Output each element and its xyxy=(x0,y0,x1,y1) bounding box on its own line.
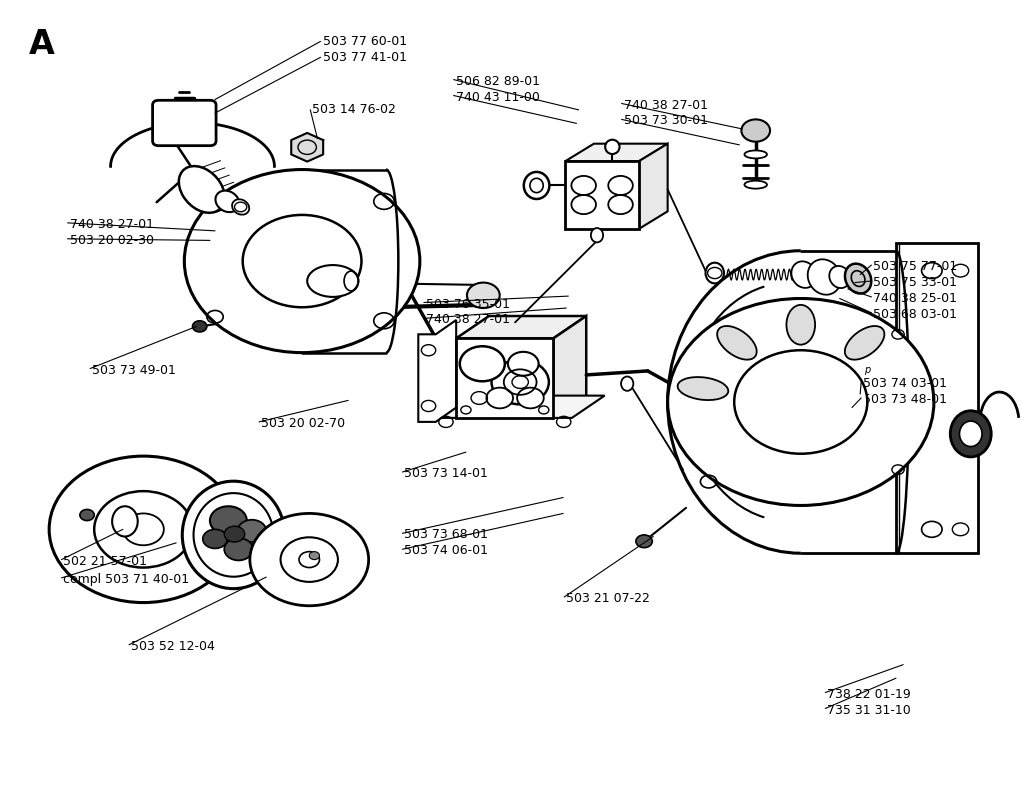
Ellipse shape xyxy=(706,263,724,283)
Polygon shape xyxy=(438,396,604,418)
Circle shape xyxy=(460,346,505,381)
Text: 503 73 30-01: 503 73 30-01 xyxy=(624,115,708,127)
Text: 503 73 48-01: 503 73 48-01 xyxy=(863,393,947,406)
Ellipse shape xyxy=(808,259,841,295)
Text: 740 38 27-01: 740 38 27-01 xyxy=(426,314,510,326)
Text: 503 20 02-30: 503 20 02-30 xyxy=(70,234,154,247)
Text: A: A xyxy=(29,28,54,60)
Text: 506 82 89-01: 506 82 89-01 xyxy=(456,75,540,88)
Text: 503 75 77-01: 503 75 77-01 xyxy=(873,260,957,273)
Ellipse shape xyxy=(179,166,224,213)
Ellipse shape xyxy=(232,199,249,215)
Circle shape xyxy=(467,283,500,308)
Circle shape xyxy=(508,352,539,376)
Ellipse shape xyxy=(717,326,757,360)
Ellipse shape xyxy=(792,261,816,288)
Ellipse shape xyxy=(605,140,620,154)
Circle shape xyxy=(94,491,193,568)
FancyBboxPatch shape xyxy=(457,338,553,418)
Ellipse shape xyxy=(113,506,137,537)
Text: 502 21 57-01: 502 21 57-01 xyxy=(63,555,147,568)
Polygon shape xyxy=(457,316,586,338)
Polygon shape xyxy=(418,320,457,422)
Polygon shape xyxy=(639,143,668,229)
Text: 740 43 11-00: 740 43 11-00 xyxy=(456,91,540,103)
Circle shape xyxy=(741,119,770,142)
Text: compl 503 71 40-01: compl 503 71 40-01 xyxy=(63,573,189,586)
Circle shape xyxy=(486,388,513,408)
Text: 503 68 03-01: 503 68 03-01 xyxy=(873,308,957,321)
Polygon shape xyxy=(291,133,324,162)
Text: 503 73 49-01: 503 73 49-01 xyxy=(92,364,176,377)
Circle shape xyxy=(243,215,361,307)
Text: 503 20 02-70: 503 20 02-70 xyxy=(261,417,345,430)
Text: 738 22 01-19: 738 22 01-19 xyxy=(827,688,911,700)
Text: 503 52 12-04: 503 52 12-04 xyxy=(131,640,215,653)
Circle shape xyxy=(193,321,207,332)
Circle shape xyxy=(250,513,369,606)
Ellipse shape xyxy=(307,265,358,297)
Circle shape xyxy=(224,526,245,542)
Circle shape xyxy=(668,298,934,505)
Ellipse shape xyxy=(523,172,549,199)
Circle shape xyxy=(184,170,420,353)
Circle shape xyxy=(281,537,338,582)
Polygon shape xyxy=(896,243,978,553)
Circle shape xyxy=(734,350,867,454)
Text: p: p xyxy=(864,365,870,375)
Text: 503 74 03-01: 503 74 03-01 xyxy=(863,377,947,390)
Ellipse shape xyxy=(845,326,885,360)
Text: 503 73 14-01: 503 73 14-01 xyxy=(404,467,488,480)
Ellipse shape xyxy=(621,377,633,391)
Text: 740 38 27-01: 740 38 27-01 xyxy=(624,99,708,111)
Text: 735 31 31-10: 735 31 31-10 xyxy=(827,704,911,716)
Ellipse shape xyxy=(744,181,767,189)
Ellipse shape xyxy=(182,481,285,589)
Ellipse shape xyxy=(786,305,815,345)
Text: 740 38 27-01: 740 38 27-01 xyxy=(70,218,154,231)
Text: 503 73 68-01: 503 73 68-01 xyxy=(404,529,488,541)
Polygon shape xyxy=(565,143,668,161)
Ellipse shape xyxy=(845,263,871,294)
Text: 740 38 25-01: 740 38 25-01 xyxy=(873,292,957,305)
Circle shape xyxy=(123,513,164,545)
Text: 503 14 76-02: 503 14 76-02 xyxy=(312,103,396,116)
Ellipse shape xyxy=(194,493,273,576)
Text: 503 74 06-01: 503 74 06-01 xyxy=(404,544,488,557)
Polygon shape xyxy=(553,316,586,418)
Circle shape xyxy=(492,360,549,404)
Text: 503 75 33-01: 503 75 33-01 xyxy=(873,276,957,289)
Ellipse shape xyxy=(678,377,728,400)
Circle shape xyxy=(203,529,227,548)
Circle shape xyxy=(517,388,544,408)
Text: 503 21 07-22: 503 21 07-22 xyxy=(566,592,650,605)
Ellipse shape xyxy=(829,266,850,288)
Ellipse shape xyxy=(950,411,991,457)
Circle shape xyxy=(80,509,94,521)
Circle shape xyxy=(238,520,266,542)
Ellipse shape xyxy=(959,421,982,447)
Circle shape xyxy=(309,552,319,560)
Text: 503 77 41-01: 503 77 41-01 xyxy=(323,51,407,64)
Ellipse shape xyxy=(591,228,603,242)
Circle shape xyxy=(49,456,238,603)
FancyBboxPatch shape xyxy=(565,161,639,229)
Circle shape xyxy=(224,538,253,560)
Circle shape xyxy=(210,506,247,535)
Text: 503 76 35-01: 503 76 35-01 xyxy=(426,298,510,310)
Ellipse shape xyxy=(215,190,240,213)
Circle shape xyxy=(636,535,652,548)
FancyBboxPatch shape xyxy=(153,100,216,146)
Ellipse shape xyxy=(744,150,767,158)
Text: 503 77 60-01: 503 77 60-01 xyxy=(323,35,407,48)
